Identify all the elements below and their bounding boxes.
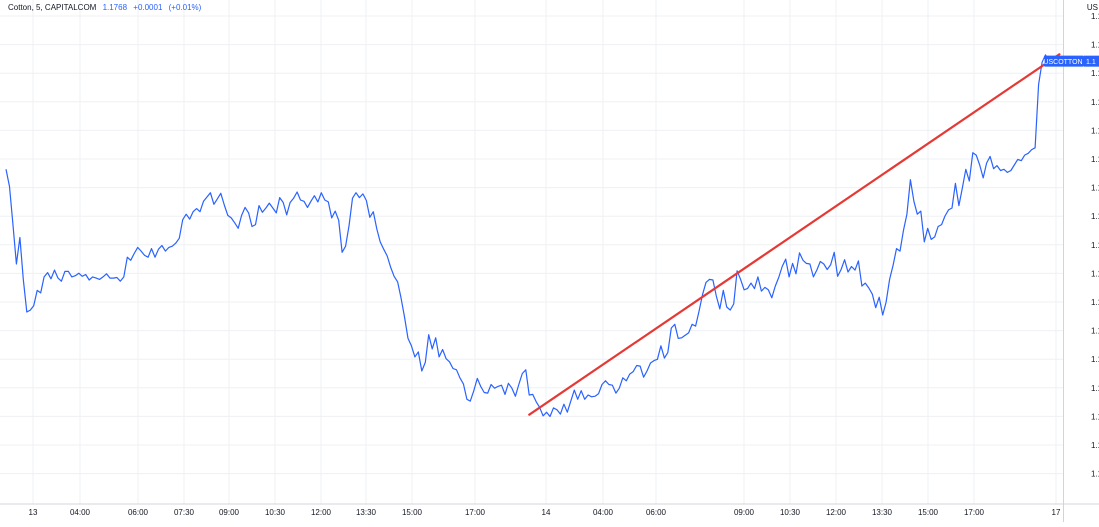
y-tick-label: 1.1 — [1091, 12, 1099, 21]
x-tick-label: 17:00 — [465, 508, 486, 517]
x-tick-label: 10:30 — [780, 508, 801, 517]
x-tick-label: 12:00 — [826, 508, 847, 517]
x-tick-label: 06:00 — [128, 508, 149, 517]
price-axis-corner-label: US — [1086, 3, 1098, 12]
y-tick-label: 1.1 — [1091, 241, 1099, 250]
x-tick-label: 13:30 — [872, 508, 893, 517]
y-tick-label: 1.1 — [1091, 98, 1099, 107]
x-tick-label: 14 — [542, 508, 551, 517]
symbol-price-tag — [1044, 55, 1084, 67]
x-tick-label: 12:00 — [311, 508, 332, 517]
trend-line[interactable] — [528, 53, 1061, 416]
x-tick-label: 13 — [29, 508, 38, 517]
y-tick-label: 1.1 — [1091, 327, 1099, 336]
symbol-price-tag-symbol: USCOTTON — [1043, 59, 1082, 66]
last-price: 1.1768 — [102, 3, 128, 12]
grid-lines — [0, 0, 1063, 504]
trend-line-segment[interactable] — [528, 53, 1061, 416]
price-series — [5, 54, 1050, 418]
last-price-tag — [1084, 55, 1099, 67]
x-tick-label: 15:00 — [918, 508, 939, 517]
y-tick-label: 1.1 — [1091, 441, 1099, 450]
x-tick-label: 04:00 — [70, 508, 91, 517]
y-tick-label: 1.1 — [1091, 355, 1099, 364]
x-tick-label: 06:00 — [646, 508, 667, 517]
symbol-header: Cotton, 5, CAPITALCOM 1.1768 +0.0001 (+0… — [8, 3, 201, 12]
last-price-tag-value: 1.1 — [1086, 59, 1096, 66]
y-tick-label: 1.1 — [1091, 470, 1099, 479]
y-tick-label: 1.1 — [1091, 298, 1099, 307]
y-tick-label: 1.1 — [1091, 184, 1099, 193]
price-label-layer: USCOTTON 1.1 — [1043, 55, 1099, 67]
x-tick-label: 15:00 — [402, 508, 423, 517]
y-tick-label: 1.1 — [1091, 41, 1099, 50]
price-change-percent: (+0.01%) — [168, 3, 202, 12]
y-tick-label: 1.1 — [1091, 155, 1099, 164]
x-tick-label: 13:30 — [356, 508, 377, 517]
y-tick-label: 1.1 — [1091, 69, 1099, 78]
x-tick-label: 09:00 — [734, 508, 755, 517]
x-tick-label: 17:00 — [964, 508, 985, 517]
y-tick-label: 1.1 — [1091, 412, 1099, 421]
y-tick-label: 1.1 — [1091, 212, 1099, 221]
x-tick-label: 10:30 — [265, 508, 286, 517]
symbol-text: Cotton, 5, CAPITALCOM — [8, 3, 97, 12]
series-line — [5, 54, 1050, 418]
y-tick-label: 1.1 — [1091, 269, 1099, 278]
y-tick-label: 1.1 — [1091, 384, 1099, 393]
x-tick-label: 17 — [1052, 508, 1061, 517]
y-tick-label: 1.1 — [1091, 126, 1099, 135]
x-tick-label: 09:00 — [219, 508, 240, 517]
price-change: +0.0001 — [133, 3, 163, 12]
x-tick-label: 04:00 — [593, 508, 614, 517]
x-tick-label: 07:30 — [174, 508, 195, 517]
